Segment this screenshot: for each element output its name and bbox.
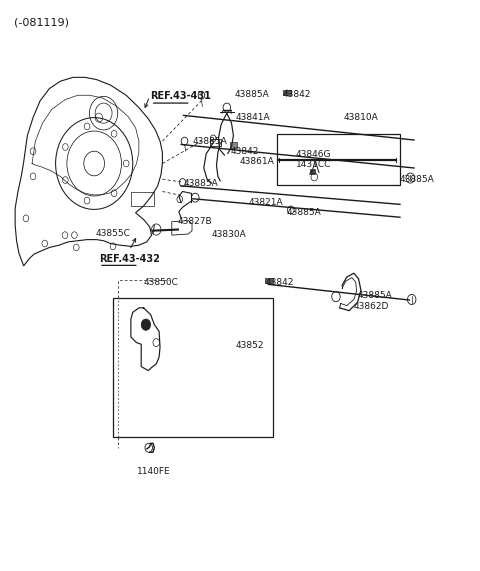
Text: REF.43-431: REF.43-431 — [151, 91, 212, 102]
Bar — [265, 278, 273, 283]
Text: 1431CC: 1431CC — [296, 160, 331, 169]
Text: (-081119): (-081119) — [14, 18, 69, 27]
Text: 43830A: 43830A — [212, 230, 247, 239]
Text: 43827B: 43827B — [178, 216, 213, 226]
Text: 43862D: 43862D — [354, 302, 389, 311]
Text: 43885A: 43885A — [193, 137, 228, 146]
Bar — [113, 298, 273, 437]
Text: REF.43-432: REF.43-432 — [99, 254, 160, 264]
Text: 43821A: 43821A — [249, 198, 283, 207]
Text: 43885A: 43885A — [287, 208, 322, 217]
Circle shape — [141, 319, 151, 330]
Text: 1140FE: 1140FE — [137, 467, 171, 476]
Text: 43885A: 43885A — [183, 179, 218, 188]
Text: 43850C: 43850C — [144, 278, 179, 287]
Bar — [276, 134, 400, 185]
Text: 43885A: 43885A — [400, 175, 435, 184]
Text: 43846G: 43846G — [296, 150, 331, 159]
Bar — [131, 192, 155, 206]
Text: 43885A: 43885A — [358, 291, 392, 300]
Text: 43852: 43852 — [235, 341, 264, 351]
Bar — [210, 139, 221, 146]
Text: 43842: 43842 — [266, 278, 294, 287]
Text: 43842: 43842 — [230, 147, 259, 156]
Text: 43810A: 43810A — [344, 113, 378, 122]
Bar — [310, 168, 315, 174]
Text: 43842: 43842 — [282, 90, 311, 99]
Text: 43855C: 43855C — [95, 229, 130, 238]
Text: 43861A: 43861A — [240, 157, 275, 166]
Text: 43885A: 43885A — [234, 90, 269, 99]
Text: 43841A: 43841A — [235, 113, 270, 122]
Bar — [229, 142, 237, 148]
Bar — [283, 90, 291, 95]
